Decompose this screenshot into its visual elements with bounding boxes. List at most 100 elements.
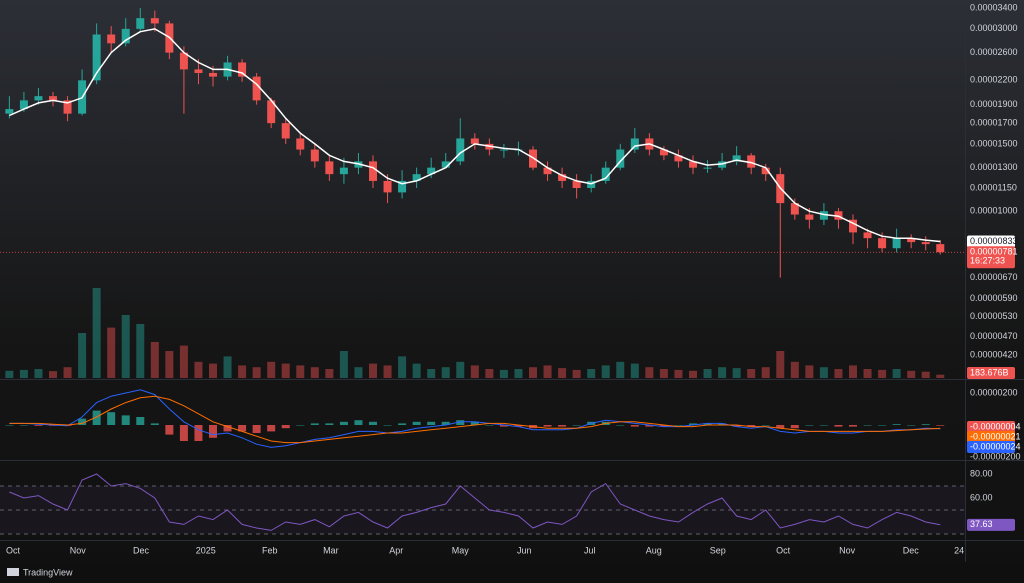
- y-tick-label: 0.00000530: [970, 311, 1018, 321]
- volume-bar: [5, 370, 14, 378]
- volume-bar: [601, 365, 610, 378]
- histogram-bar: [645, 425, 654, 427]
- histogram-bar: [674, 425, 683, 426]
- candle-body: [456, 138, 465, 162]
- histogram-bar: [747, 425, 756, 427]
- candle-body: [209, 72, 217, 77]
- volume-bar: [383, 365, 392, 378]
- candle-body: [5, 109, 14, 114]
- volume-bar: [194, 361, 203, 378]
- candle-body: [107, 34, 116, 44]
- candle-body: [339, 167, 348, 175]
- volume-bar: [529, 367, 537, 378]
- x-tick-label: Dec: [133, 545, 150, 555]
- candle-body: [34, 96, 43, 101]
- price-badge: [967, 235, 1015, 248]
- candle-body: [587, 180, 596, 188]
- candle-body: [310, 149, 319, 162]
- price-badge: [967, 431, 1015, 443]
- badge-label: -0.00000021: [970, 431, 1021, 441]
- candle-body: [572, 180, 581, 188]
- x-tick-label: Nov: [839, 545, 856, 555]
- volume-bar: [369, 363, 377, 378]
- candle-body: [19, 100, 28, 110]
- histogram-bar: [121, 415, 130, 425]
- candle-body: [878, 238, 887, 249]
- histogram-bar: [616, 425, 625, 426]
- volume-bar: [238, 365, 247, 378]
- macd-line: [9, 389, 941, 448]
- candle-body: [761, 167, 770, 175]
- histogram-bar: [921, 424, 930, 425]
- y-tick-label: 0.00002600: [970, 47, 1018, 57]
- volume-bar: [587, 369, 596, 378]
- volume-bar: [281, 363, 290, 378]
- histogram-bar: [179, 425, 188, 441]
- countdown: 16:27:33: [970, 256, 1005, 266]
- y-tick-label: 0.00001000: [970, 206, 1018, 216]
- y-tick-label: 0.00001900: [970, 99, 1018, 109]
- candle-body: [179, 52, 188, 70]
- x-tick-label: Oct: [776, 545, 791, 555]
- histogram-bar: [325, 423, 334, 425]
- price-badge: [967, 518, 1015, 531]
- volume-bar: [165, 351, 174, 378]
- histogram-bar: [34, 425, 43, 426]
- candle-body: [892, 238, 901, 249]
- volume-bar: [921, 371, 930, 378]
- volume-bar: [107, 327, 116, 378]
- y-tick-label: 0.00001700: [970, 118, 1018, 128]
- candle-body: [616, 149, 625, 168]
- candle-body: [659, 149, 668, 156]
- candle-body: [747, 155, 756, 168]
- histogram-bar: [92, 410, 101, 425]
- candle-body: [369, 161, 377, 181]
- candle-body: [674, 155, 683, 162]
- price-badge: [967, 441, 1015, 453]
- y-tick-label: 0.00003000: [970, 23, 1018, 33]
- candle-body: [819, 211, 828, 220]
- histogram-bar: [805, 425, 814, 426]
- macd-line: [9, 395, 941, 444]
- candle-body: [703, 167, 712, 169]
- volume-bar: [136, 324, 145, 378]
- candle-body: [863, 232, 872, 239]
- candle-body: [921, 242, 930, 245]
- badge-label: 0.00000833: [970, 236, 1018, 246]
- volume-bar: [19, 369, 28, 378]
- x-tick-label: Dec: [903, 545, 920, 555]
- volume-bar: [150, 342, 159, 378]
- histogram-bar: [936, 425, 945, 426]
- volume-bar: [776, 351, 785, 378]
- rsi-line: [9, 473, 941, 531]
- volume-bar: [179, 345, 188, 378]
- histogram-bar: [878, 425, 887, 426]
- volume-bar: [209, 363, 217, 378]
- histogram-bar: [209, 425, 217, 438]
- histogram-bar: [689, 423, 697, 425]
- volume-bar: [78, 333, 87, 378]
- y-tick-label: 0.00000420: [970, 350, 1018, 360]
- volume-bar: [412, 363, 421, 378]
- candle-body: [92, 34, 101, 81]
- candle-body: [790, 203, 799, 215]
- badge-label: 0.00000781: [970, 247, 1018, 257]
- y-tick-label: 0.00002200: [970, 75, 1018, 85]
- volume-bar: [470, 365, 479, 378]
- candle-body: [267, 100, 276, 124]
- histogram-bar: [456, 420, 465, 425]
- histogram-bar: [369, 421, 377, 425]
- histogram-bar: [223, 425, 232, 432]
- histogram-bar: [194, 425, 203, 441]
- y-tick-label: 80.00: [970, 468, 993, 478]
- x-tick-label: 24: [954, 545, 964, 555]
- y-tick-label: 60.00: [970, 492, 993, 502]
- histogram-bar: [252, 425, 261, 433]
- candle-body: [427, 167, 436, 175]
- histogram-bar: [761, 425, 770, 426]
- candle-body: [398, 180, 407, 193]
- candle-body: [849, 219, 857, 233]
- y-tick-label: 0.00003400: [970, 2, 1018, 12]
- histogram-bar: [267, 425, 276, 432]
